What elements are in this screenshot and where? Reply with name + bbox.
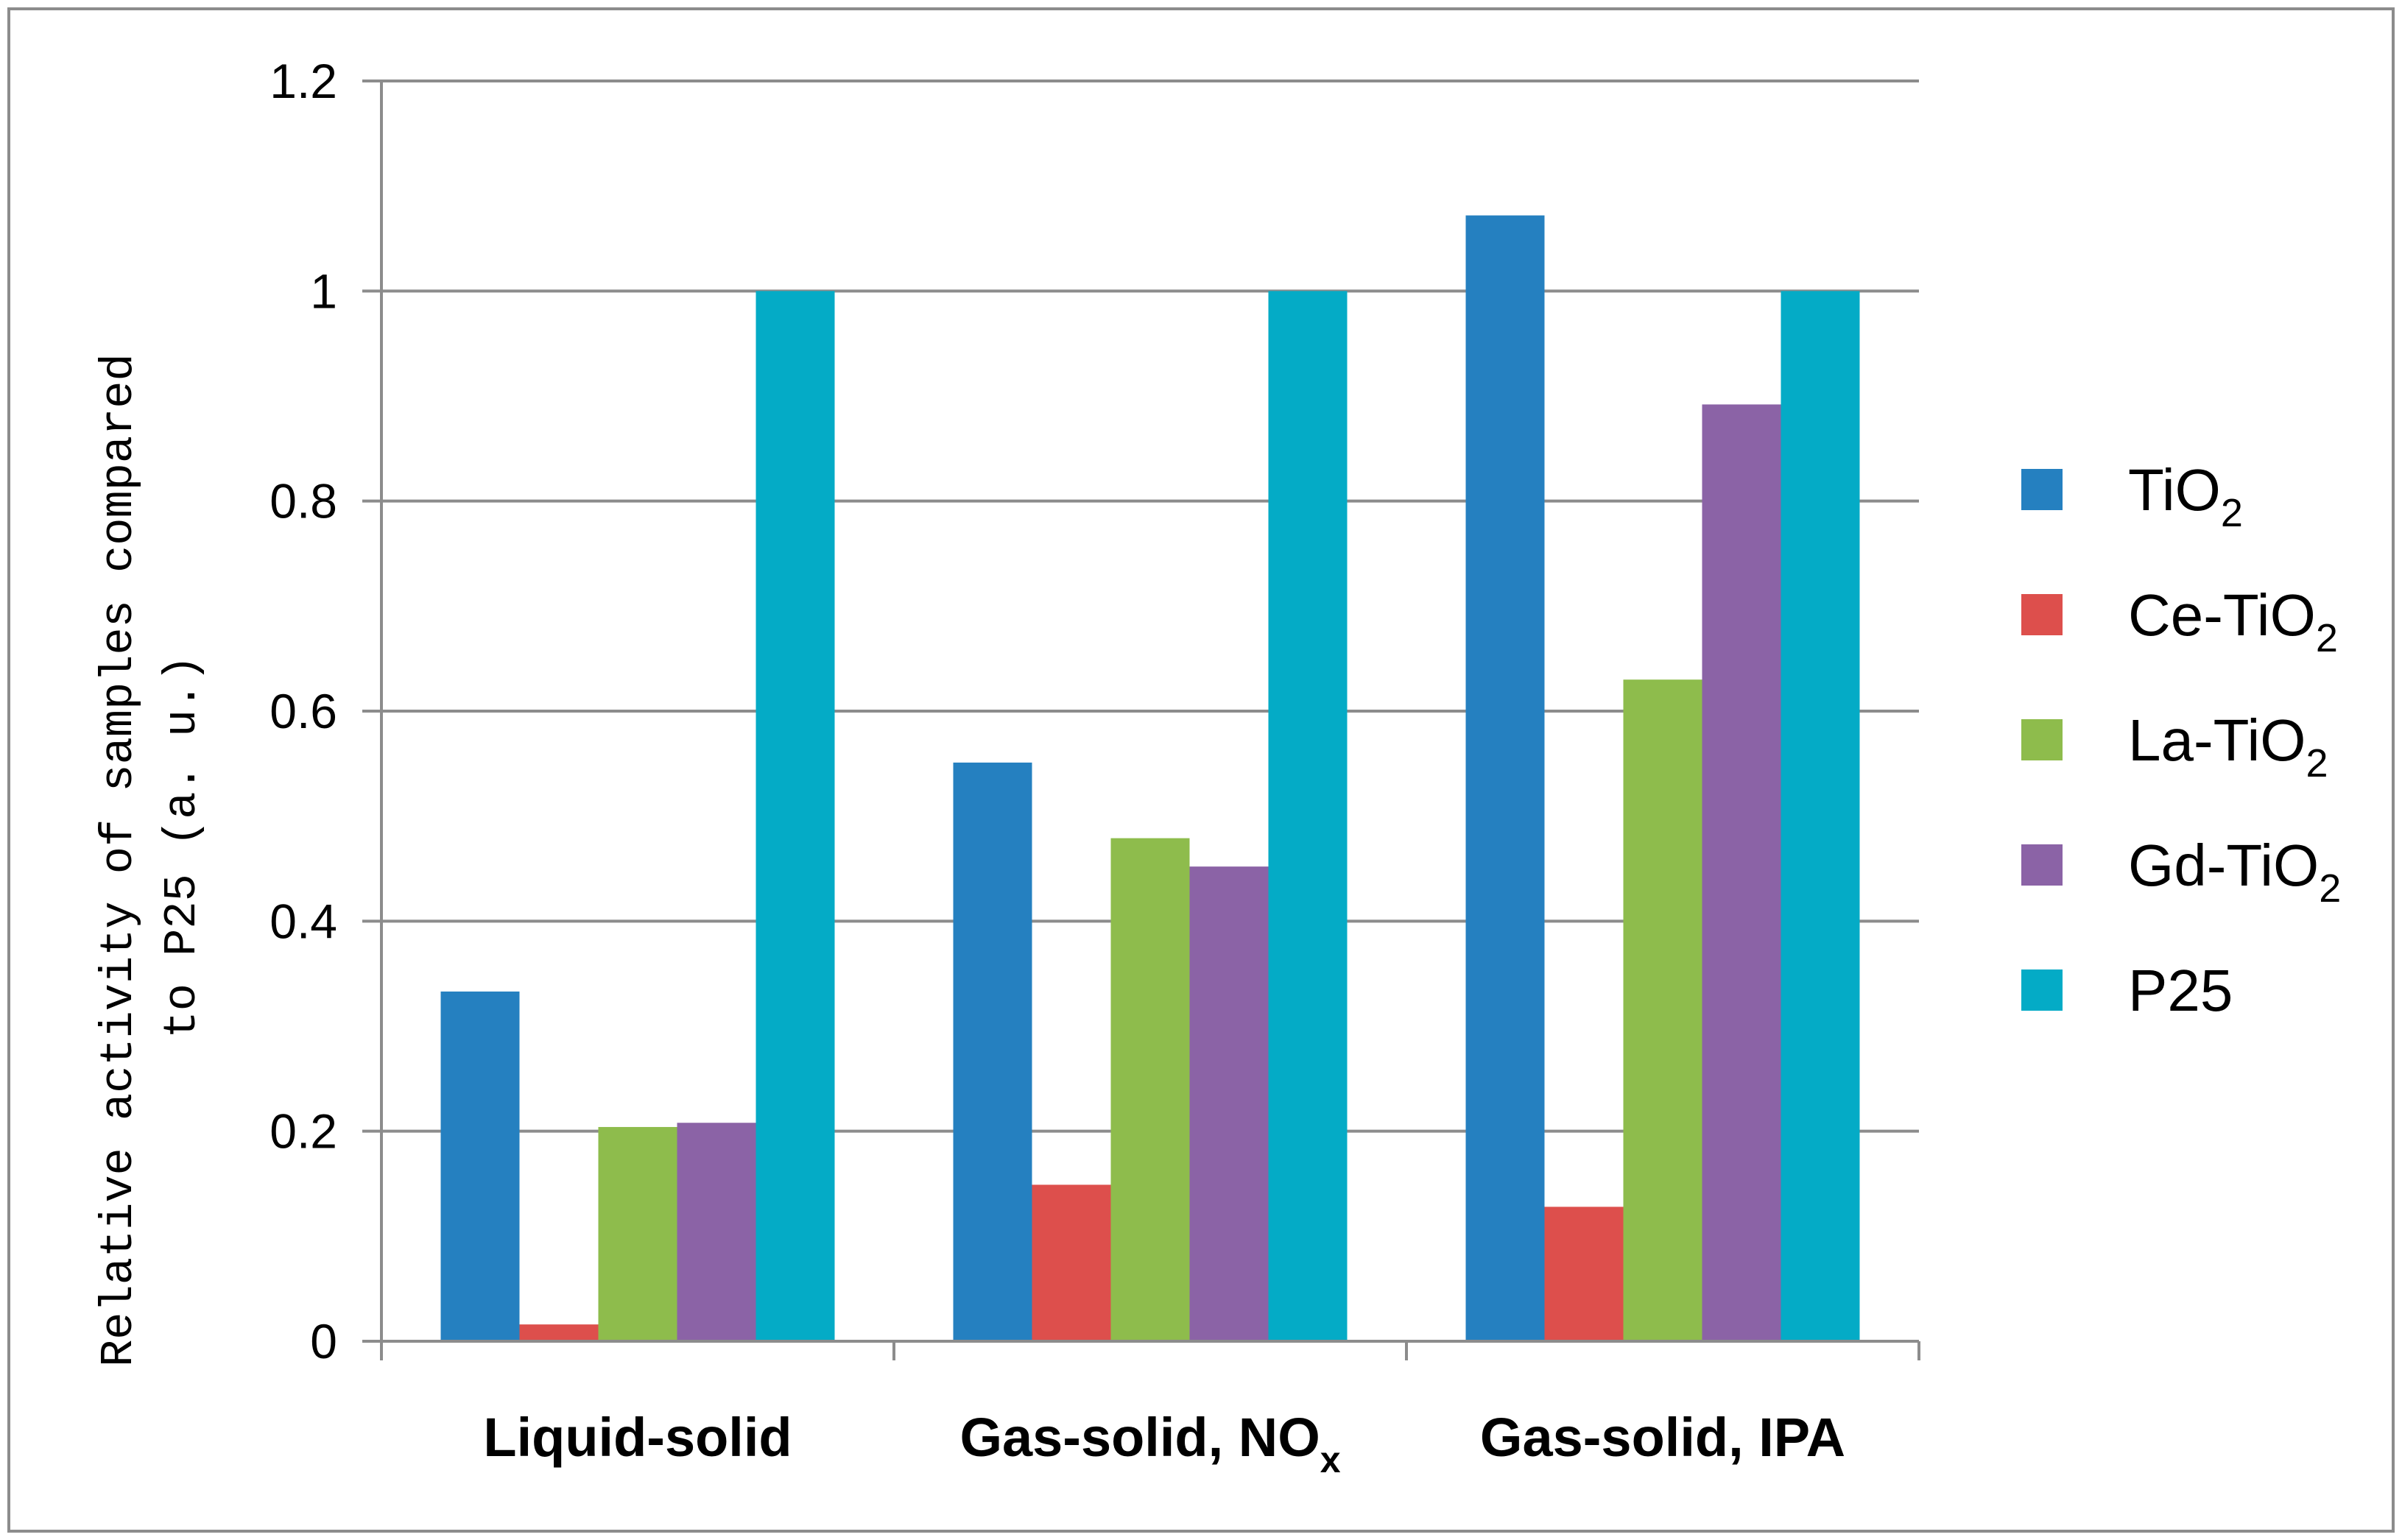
y-axis-label: Relative activity of samples compared to… bbox=[93, 326, 208, 1367]
bar-p25-1 bbox=[1268, 291, 1348, 1341]
bar-ce-tio2-0 bbox=[519, 1324, 599, 1341]
y-tick-label: 0.4 bbox=[270, 894, 337, 948]
legend-label-text: Gd-TiO bbox=[2128, 833, 2319, 898]
bar-la-tio2-0 bbox=[598, 1126, 677, 1341]
bar-ce-tio2-2 bbox=[1544, 1207, 1624, 1341]
legend-label-subscript: 2 bbox=[2316, 616, 2338, 660]
y-axis-label-line1: Relative activity of samples compared bbox=[93, 353, 145, 1367]
y-tick-label: 1 bbox=[310, 264, 337, 318]
legend-swatch-1 bbox=[2021, 594, 2063, 635]
legend-label-subscript: 2 bbox=[2306, 741, 2328, 785]
x-category-label-subscript: x bbox=[1320, 1439, 1341, 1480]
axis-labels: 0 0.2 0.4 0.6 0.8 1 1.2 Liquid-solid Gas-solid, … bbox=[270, 54, 1845, 1480]
legend-swatch-3 bbox=[2021, 844, 2063, 886]
legend-label-4: P25 bbox=[2128, 958, 2233, 1023]
x-category-label-text: Gas-solid, NO bbox=[959, 1407, 1320, 1468]
legend-swatch-2 bbox=[2021, 719, 2063, 760]
legend-swatch-0 bbox=[2021, 469, 2063, 510]
legend-label-text: TiO bbox=[2128, 457, 2221, 523]
bar-gd-tio2-1 bbox=[1189, 866, 1269, 1341]
x-category-label-text: Liquid-solid bbox=[483, 1407, 792, 1468]
bar-tio2-0 bbox=[440, 991, 520, 1341]
x-category-label: Liquid-solid bbox=[483, 1407, 792, 1468]
legend-swatch-4 bbox=[2021, 969, 2063, 1011]
legend-label-subscript: 2 bbox=[2319, 866, 2341, 911]
legend-label-subscript: 2 bbox=[2221, 491, 2243, 535]
y-tick-label: 0 bbox=[310, 1314, 337, 1368]
bar-la-tio2-1 bbox=[1110, 838, 1190, 1341]
bar-la-tio2-2 bbox=[1623, 679, 1702, 1341]
bar-gd-tio2-0 bbox=[677, 1123, 756, 1341]
bar-ce-tio2-1 bbox=[1032, 1184, 1111, 1341]
legend-label-2: La-TiO2 bbox=[2128, 707, 2328, 785]
legend-label-0: TiO2 bbox=[2128, 457, 2243, 535]
x-category-label-text: Gas-solid, IPA bbox=[1480, 1407, 1845, 1468]
y-tick-label: 0.6 bbox=[270, 684, 337, 738]
y-axis-label-line2: to P25 (a. u.) bbox=[156, 655, 208, 1039]
legend-label-text: P25 bbox=[2128, 958, 2233, 1023]
bar-tio2-2 bbox=[1465, 215, 1545, 1342]
y-tick-label: 0.2 bbox=[270, 1104, 337, 1159]
legend-label-text: Ce-TiO bbox=[2128, 582, 2316, 648]
bar-p25-2 bbox=[1781, 291, 1860, 1341]
legend-label-text: La-TiO bbox=[2128, 707, 2306, 773]
legend-label-1: Ce-TiO2 bbox=[2128, 582, 2338, 660]
axes bbox=[362, 80, 1920, 1360]
y-tick-label: 0.8 bbox=[270, 474, 337, 529]
bar-tio2-1 bbox=[953, 762, 1032, 1341]
bar-p25-0 bbox=[756, 291, 835, 1341]
x-category-label: Gas-solid, NOx bbox=[959, 1407, 1340, 1480]
bars bbox=[440, 215, 1860, 1342]
x-category-label: Gas-solid, IPA bbox=[1480, 1407, 1845, 1468]
y-tick-label: 1.2 bbox=[270, 54, 337, 108]
bar-gd-tio2-2 bbox=[1702, 404, 1781, 1341]
legend-label-3: Gd-TiO2 bbox=[2128, 833, 2341, 911]
